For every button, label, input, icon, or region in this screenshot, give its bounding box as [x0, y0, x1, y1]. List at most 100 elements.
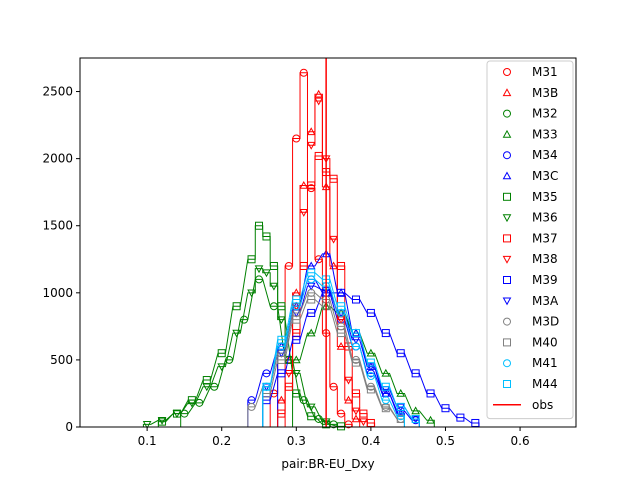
legend-label: M33 [532, 127, 558, 141]
x-tick-label: 0.3 [287, 434, 306, 448]
data-point [359, 418, 368, 427]
data-point [396, 349, 405, 358]
data-point [202, 383, 212, 392]
data-point [299, 180, 309, 189]
data-point [277, 369, 286, 378]
x-tick-label: 0.2 [212, 434, 231, 448]
legend-marker [503, 151, 511, 160]
data-point [471, 418, 480, 427]
series-step-line [180, 278, 338, 427]
legend-label: M38 [532, 252, 558, 266]
x-tick-label: 0.1 [138, 434, 157, 448]
legend-marker [503, 68, 511, 76]
series-M36 [142, 265, 331, 429]
data-point [351, 358, 360, 367]
data-point [351, 414, 361, 423]
data-point [381, 368, 391, 377]
data-point [351, 342, 360, 351]
legend: M31 M3B M32 M33 M34 M3C M35 M36 M37 M38 M39 M3A M3D M… [486, 60, 574, 420]
legend-label: M3B [532, 86, 558, 100]
data-point [240, 315, 249, 324]
data-point [351, 329, 360, 338]
data-point [396, 388, 406, 397]
legend-marker [503, 276, 511, 284]
data-point [441, 404, 450, 413]
legend-label: obs [532, 398, 553, 412]
data-point [344, 395, 353, 404]
x-tick-label: 0.6 [511, 434, 530, 448]
data-point [411, 414, 420, 423]
data-point [299, 68, 308, 77]
data-point [426, 389, 435, 398]
data-point [337, 302, 346, 311]
legend-marker [502, 297, 512, 306]
legend-marker [502, 88, 512, 97]
data-point [381, 404, 390, 413]
legend-label: M40 [532, 335, 558, 349]
data-point [284, 370, 294, 378]
series-step-line [247, 278, 420, 427]
data-point [306, 127, 316, 136]
legend-label: M41 [532, 356, 558, 370]
legend-marker [503, 234, 511, 243]
series-step-line [292, 305, 435, 427]
data-point [411, 406, 420, 415]
legend-marker [503, 109, 511, 118]
data-point [187, 399, 197, 408]
x-tick-label: 0.5 [436, 434, 455, 448]
data-point [247, 255, 256, 264]
legend-label: M3C [532, 169, 558, 183]
y-axis: 0 500 1000 1500 2000 2500 [42, 85, 80, 434]
y-tick-label: 0 [65, 420, 73, 434]
data-point [411, 369, 420, 378]
axes-frame [79, 57, 577, 428]
x-axis-label: pair:BR-EU_Dxy [281, 457, 374, 471]
data-point [172, 410, 182, 419]
x-tick-label: 0.4 [361, 434, 380, 448]
data-point [314, 97, 324, 106]
data-point [381, 382, 390, 391]
data-point [247, 289, 256, 298]
data-point [366, 308, 375, 317]
data-point [277, 335, 286, 344]
data-point [262, 269, 271, 278]
legend-marker [502, 129, 512, 138]
data-point [314, 89, 324, 98]
data-point [344, 376, 353, 385]
data-point [277, 316, 286, 325]
data-point [381, 396, 390, 405]
legend-marker [503, 338, 511, 347]
legend-marker [502, 171, 512, 180]
series-M44 [262, 268, 420, 427]
data-point [277, 355, 286, 364]
data-point [262, 232, 271, 241]
data-point [269, 261, 278, 270]
data-point [351, 407, 361, 416]
data-point [396, 412, 405, 421]
series-M39 [262, 288, 480, 427]
data-point [351, 295, 360, 304]
legend-label: M44 [532, 377, 558, 391]
data-point [366, 385, 375, 394]
data-point [269, 282, 279, 291]
data-point [254, 265, 264, 274]
data-point [329, 382, 338, 391]
data-point [366, 358, 375, 367]
data-point [306, 328, 316, 337]
legend-label: M39 [532, 273, 558, 287]
data-point [225, 355, 234, 364]
data-point [217, 363, 227, 372]
data-point [307, 412, 316, 421]
data-point [277, 395, 286, 404]
data-point [307, 268, 316, 277]
legend-box [486, 60, 574, 420]
legend-marker [503, 359, 511, 368]
data-point [292, 389, 301, 398]
data-point [217, 349, 226, 358]
x-axis: 0.1 0.2 0.3 0.4 0.5 0.6 [138, 427, 530, 448]
data-point [337, 288, 346, 297]
data-point [314, 255, 323, 264]
data-point [337, 422, 346, 431]
legend-marker [502, 255, 512, 264]
